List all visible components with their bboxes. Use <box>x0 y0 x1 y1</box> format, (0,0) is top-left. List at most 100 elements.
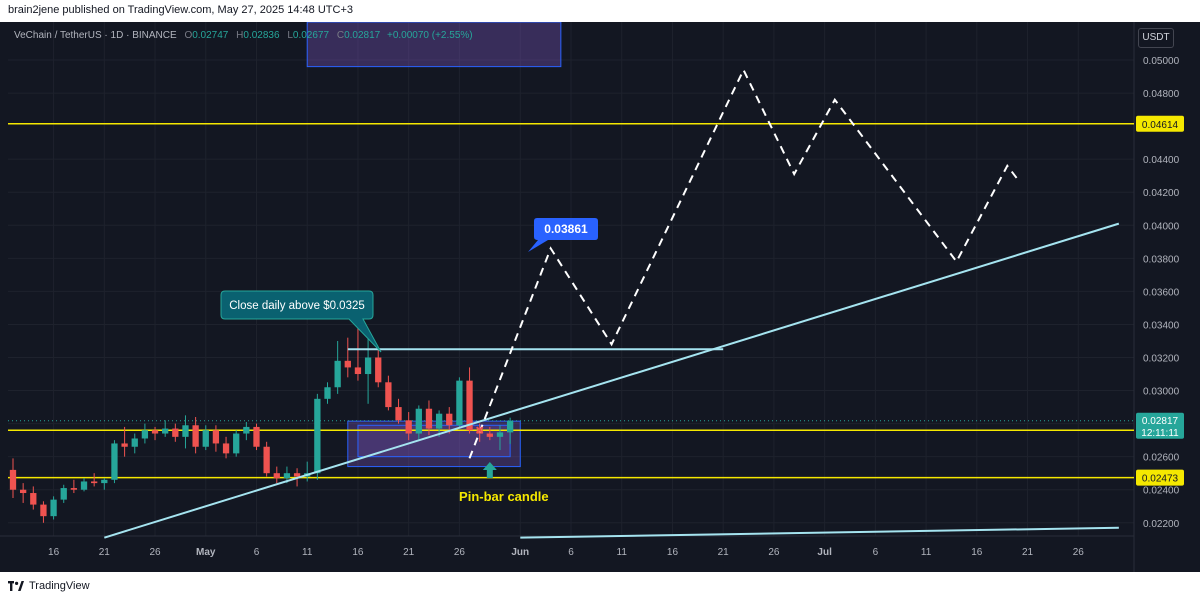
footer-brand: TradingView <box>29 580 90 592</box>
x-tick-label: 16 <box>48 547 60 558</box>
candle-body <box>91 481 98 484</box>
candle-body <box>466 380 473 431</box>
y-tick-label: 0.04400 <box>1143 155 1180 166</box>
x-tick-label: 26 <box>454 547 466 558</box>
callout-text: Close daily above $0.0325 <box>229 300 365 312</box>
candle <box>405 412 412 441</box>
price-label-bubble <box>528 218 598 252</box>
candle <box>263 441 270 477</box>
countdown-text: 12:11:11 <box>1141 428 1179 439</box>
candle <box>466 367 473 434</box>
candle-body <box>273 473 280 479</box>
candle <box>446 407 453 434</box>
candle <box>141 423 149 444</box>
publisher-line: brain2jene published on TradingView.com,… <box>8 4 353 16</box>
chart-area[interactable]: Close daily above $0.0325 0.03861 Pin-bar … <box>0 22 1200 572</box>
candle <box>222 436 230 459</box>
symbol-name: VeChain / TetherUS · 1D · BINANCE <box>14 30 177 41</box>
candle-body <box>212 430 220 444</box>
y-tick-label: 0.05000 <box>1143 56 1180 67</box>
candle <box>415 405 422 441</box>
candle-body <box>446 413 453 426</box>
y-tick-label: 0.03400 <box>1143 320 1180 331</box>
candle-body <box>20 489 27 494</box>
candle <box>121 426 128 457</box>
candle <box>364 337 372 404</box>
candle <box>496 425 504 451</box>
level-badge-text: 0.02473 <box>1142 474 1179 485</box>
candle <box>243 421 250 441</box>
candle-body <box>131 438 138 447</box>
x-tick-label: 11 <box>921 547 932 558</box>
currency-button[interactable]: USDT <box>1138 28 1174 48</box>
open-value: 0.02747 <box>192 30 229 41</box>
candle-body <box>506 420 514 433</box>
current-price-bg <box>1136 412 1184 439</box>
candle <box>506 417 514 444</box>
candle <box>344 337 351 378</box>
candle <box>375 349 382 388</box>
y-tick-label: 0.02400 <box>1143 486 1180 497</box>
projection-path <box>468 67 1019 459</box>
candle <box>91 473 98 487</box>
y-tick-label: 0.04200 <box>1143 188 1180 199</box>
candle-body <box>263 446 270 474</box>
high-label: H <box>236 30 244 41</box>
candle-body <box>172 428 179 437</box>
candle <box>395 398 402 424</box>
candle-body <box>354 367 362 375</box>
y-tick-label: 0.03600 <box>1143 287 1180 298</box>
candle-body <box>60 488 67 500</box>
candle <box>172 423 179 442</box>
candle <box>385 375 392 411</box>
candle <box>253 423 260 451</box>
candle <box>324 382 331 404</box>
callout-close-daily: Close daily above $0.0325 <box>220 290 382 353</box>
candle <box>60 484 67 503</box>
candle-body <box>9 469 17 490</box>
candle-body <box>334 360 341 388</box>
candle-body <box>314 398 321 474</box>
x-tick-label: 6 <box>873 547 879 558</box>
close-label: C <box>336 30 345 41</box>
candle <box>70 479 78 494</box>
candle <box>50 496 57 520</box>
candle <box>111 440 118 484</box>
candle <box>456 377 463 429</box>
candle <box>314 393 321 480</box>
level-price-badge: 0.02473 <box>1136 469 1184 486</box>
level-badge-bg <box>1136 115 1184 132</box>
y-tick-label: 0.04000 <box>1143 221 1180 232</box>
candle-body <box>222 443 230 454</box>
candle-body <box>283 473 291 479</box>
close-value: 0.02817 <box>344 30 381 41</box>
candle-body <box>456 380 463 426</box>
candle-body <box>375 357 382 383</box>
candle <box>273 466 280 484</box>
x-tick-label: 21 <box>718 547 730 558</box>
candle-body <box>101 479 108 484</box>
candle <box>212 425 220 452</box>
candle-body <box>111 443 118 480</box>
y-tick-label: 0.04800 <box>1143 89 1180 100</box>
candle-body <box>405 420 412 434</box>
candle <box>486 426 493 441</box>
candle-body <box>364 357 372 375</box>
tradingview-logo-icon <box>8 581 24 591</box>
candle <box>435 410 443 437</box>
x-tick-label: May <box>196 547 216 558</box>
price-chart[interactable]: Close daily above $0.0325 0.03861 Pin-bar … <box>0 22 1200 572</box>
candle-body <box>80 481 88 490</box>
candle-body <box>253 426 260 447</box>
x-tick-label: 11 <box>617 547 628 558</box>
candle <box>334 340 341 394</box>
candle-body <box>233 433 240 454</box>
candle-body <box>324 387 331 399</box>
candle-body <box>415 408 422 434</box>
high-value: 0.02836 <box>243 30 280 41</box>
x-tick-label: 21 <box>403 547 415 558</box>
candle-body <box>182 425 189 437</box>
trendline <box>520 526 1119 539</box>
candle-body <box>162 428 169 434</box>
x-tick-label: 6 <box>254 547 260 558</box>
